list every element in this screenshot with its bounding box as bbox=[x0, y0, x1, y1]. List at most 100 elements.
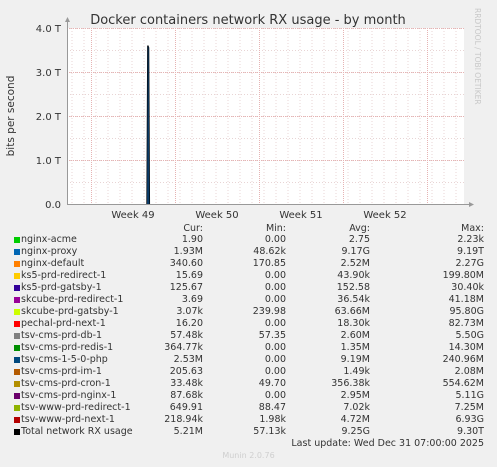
legend-series-name: ks5-prd-gatsby-1 bbox=[21, 282, 102, 293]
legend-series-name: tsv-cms-prd-cron-1 bbox=[21, 378, 111, 389]
legend-swatch bbox=[14, 369, 20, 375]
legend-row: skcube-prd-redirect-1 3.69 0.00 36.54k 41.18… bbox=[0, 294, 497, 306]
legend-min-value: 0.00 bbox=[264, 366, 286, 377]
legend-row: pechal-prd-next-1 16.20 0.00 18.30k 82.73M bbox=[0, 318, 497, 330]
axes: 0.0 1.0 T 2.0 T 3.0 T 4.0 T Week 49 Week 50 Wee… bbox=[36, 17, 474, 221]
legend-min-value: 88.47 bbox=[258, 402, 286, 413]
series-group bbox=[146, 45, 151, 205]
legend-avg-value: 2.52M bbox=[340, 258, 370, 269]
legend-max-value: 9.30T bbox=[457, 426, 484, 437]
legend-row: tsv-cms-prd-cron-1 33.48k 49.70 356.38k 554.… bbox=[0, 378, 497, 390]
legend-min-value: 0.00 bbox=[264, 390, 286, 401]
legend-cur-value: 205.63 bbox=[169, 366, 203, 377]
last-update: Last update: Wed Dec 31 07:00:00 2025 bbox=[291, 438, 484, 449]
legend-row: tsv-cms-prd-im-1 205.63 0.00 1.49k 2.08M bbox=[0, 366, 497, 378]
legend-min-value: 0.00 bbox=[264, 354, 286, 365]
y-axis-arrow bbox=[65, 17, 70, 22]
legend-swatch bbox=[14, 237, 20, 243]
y-tick-label: 3.0 T bbox=[36, 68, 62, 79]
legend-header-avg: Avg: bbox=[349, 223, 370, 234]
series-area bbox=[147, 45, 150, 204]
x-tick-label: Week 49 bbox=[111, 210, 154, 221]
legend-row: tsv-cms-1-5-0-php 2.53M 0.00 9.19M 240.96M bbox=[0, 354, 497, 366]
legend-swatch bbox=[14, 297, 20, 303]
legend-header-max: Max: bbox=[461, 223, 484, 234]
legend-cur-value: 16.20 bbox=[175, 318, 203, 329]
legend-avg-value: 2.60M bbox=[340, 330, 370, 341]
legend-cur-value: 1.93M bbox=[173, 246, 203, 257]
legend-avg-value: 2.75 bbox=[348, 234, 370, 245]
y-tick-label: 0.0 bbox=[45, 200, 61, 211]
rrdtool-watermark: RRDTOOL / TOBI OETIKER bbox=[473, 8, 482, 105]
legend-min-value: 1.98k bbox=[259, 414, 286, 425]
x-tick-label: Week 51 bbox=[279, 210, 322, 221]
legend-row: Total network RX usage 5.21M 57.13k 9.25G 9.… bbox=[0, 426, 497, 438]
legend-series-name: tsv-cms-prd-db-1 bbox=[21, 330, 103, 341]
legend-min-value: 57.35 bbox=[258, 330, 286, 341]
legend-swatch bbox=[14, 381, 20, 387]
legend-header-min: Min: bbox=[265, 223, 286, 234]
legend-row: skcube-prd-gatsby-1 3.07k 239.98 63.66M 95.8… bbox=[0, 306, 497, 318]
legend-swatch bbox=[14, 309, 20, 315]
munin-version-footer: Munin 2.0.76 bbox=[222, 451, 275, 460]
chart: 0.0 1.0 T 2.0 T 3.0 T 4.0 T Week 49 Week 50 Wee… bbox=[5, 13, 474, 221]
legend-row: tsv-cms-prd-db-1 57.48k 57.35 2.60M 5.50G bbox=[0, 330, 497, 342]
legend-series-name: pechal-prd-next-1 bbox=[21, 318, 106, 329]
legend-cur-value: 33.48k bbox=[170, 378, 203, 389]
legend-cur-value: 57.48k bbox=[170, 330, 203, 341]
legend-series-name: ks5-prd-redirect-1 bbox=[21, 270, 107, 281]
legend-swatch bbox=[14, 249, 20, 255]
x-tick-label: Week 52 bbox=[363, 210, 406, 221]
legend-row: nginx-proxy 1.93M 48.62k 9.17G 9.19T bbox=[0, 246, 497, 258]
legend-cur-value: 125.67 bbox=[169, 282, 203, 293]
legend-min-value: 0.00 bbox=[264, 342, 286, 353]
y-tick-label: 2.0 T bbox=[36, 112, 62, 123]
legend-cur-value: 340.60 bbox=[169, 258, 203, 269]
legend-avg-value: 9.19M bbox=[340, 354, 370, 365]
legend-cur-value: 649.91 bbox=[169, 402, 203, 413]
legend-series-name: nginx-acme bbox=[21, 234, 77, 245]
legend-max-value: 240.96M bbox=[442, 354, 484, 365]
legend-cur-value: 364.77k bbox=[164, 342, 203, 353]
legend-swatch bbox=[14, 285, 20, 291]
legend-avg-value: 1.35M bbox=[340, 342, 370, 353]
legend-avg-value: 356.38k bbox=[331, 378, 370, 389]
legend-min-value: 170.85 bbox=[252, 258, 286, 269]
legend-max-value: 5.11G bbox=[455, 390, 484, 401]
legend-max-value: 6.93G bbox=[455, 414, 484, 425]
legend-avg-value: 18.30k bbox=[337, 318, 370, 329]
legend-min-value: 239.98 bbox=[252, 306, 286, 317]
legend-max-value: 95.80G bbox=[449, 306, 484, 317]
legend-swatch bbox=[14, 333, 20, 339]
legend-avg-value: 36.54k bbox=[337, 294, 370, 305]
legend-series-name: tsv-cms-prd-redis-1 bbox=[21, 342, 114, 353]
legend-min-value: 0.00 bbox=[264, 318, 286, 329]
legend-series-name: tsv-www-prd-next-1 bbox=[21, 414, 115, 425]
legend-avg-value: 9.25G bbox=[341, 426, 370, 437]
legend-cur-value: 87.68k bbox=[170, 390, 203, 401]
grid bbox=[67, 28, 464, 205]
legend-row: tsv-cms-prd-redis-1 364.77k 0.00 1.35M 14.30… bbox=[0, 342, 497, 354]
legend-min-value: 0.00 bbox=[264, 282, 286, 293]
legend-max-value: 41.18M bbox=[448, 294, 484, 305]
legend-series-name: Total network RX usage bbox=[21, 426, 133, 437]
legend-min-value: 0.00 bbox=[264, 294, 286, 305]
legend-swatch bbox=[14, 429, 20, 435]
legend-swatch bbox=[14, 273, 20, 279]
legend-max-value: 554.62M bbox=[442, 378, 484, 389]
legend-header: Cur: Min: Avg: Max: bbox=[0, 223, 497, 235]
chart-title: Docker containers network RX usage - by … bbox=[90, 13, 406, 28]
legend-avg-value: 7.02k bbox=[343, 402, 370, 413]
legend-series-name: tsv-cms-1-5-0-php bbox=[21, 354, 108, 365]
legend-min-value: 0.00 bbox=[264, 234, 286, 245]
legend-max-value: 7.25M bbox=[454, 402, 484, 413]
legend-min-value: 0.00 bbox=[264, 270, 286, 281]
legend-max-value: 199.80M bbox=[442, 270, 484, 281]
legend-row: nginx-default 340.60 170.85 2.52M 2.27G bbox=[0, 258, 497, 270]
legend-avg-value: 9.17G bbox=[341, 246, 370, 257]
legend-max-value: 82.73M bbox=[448, 318, 484, 329]
legend-max-value: 5.50G bbox=[455, 330, 484, 341]
legend-row: tsv-www-prd-next-1 218.94k 1.98k 4.72M 6.93G bbox=[0, 414, 497, 426]
legend-series-name: tsv-cms-prd-nginx-1 bbox=[21, 390, 117, 401]
y-axis-label: bits per second bbox=[5, 76, 17, 157]
